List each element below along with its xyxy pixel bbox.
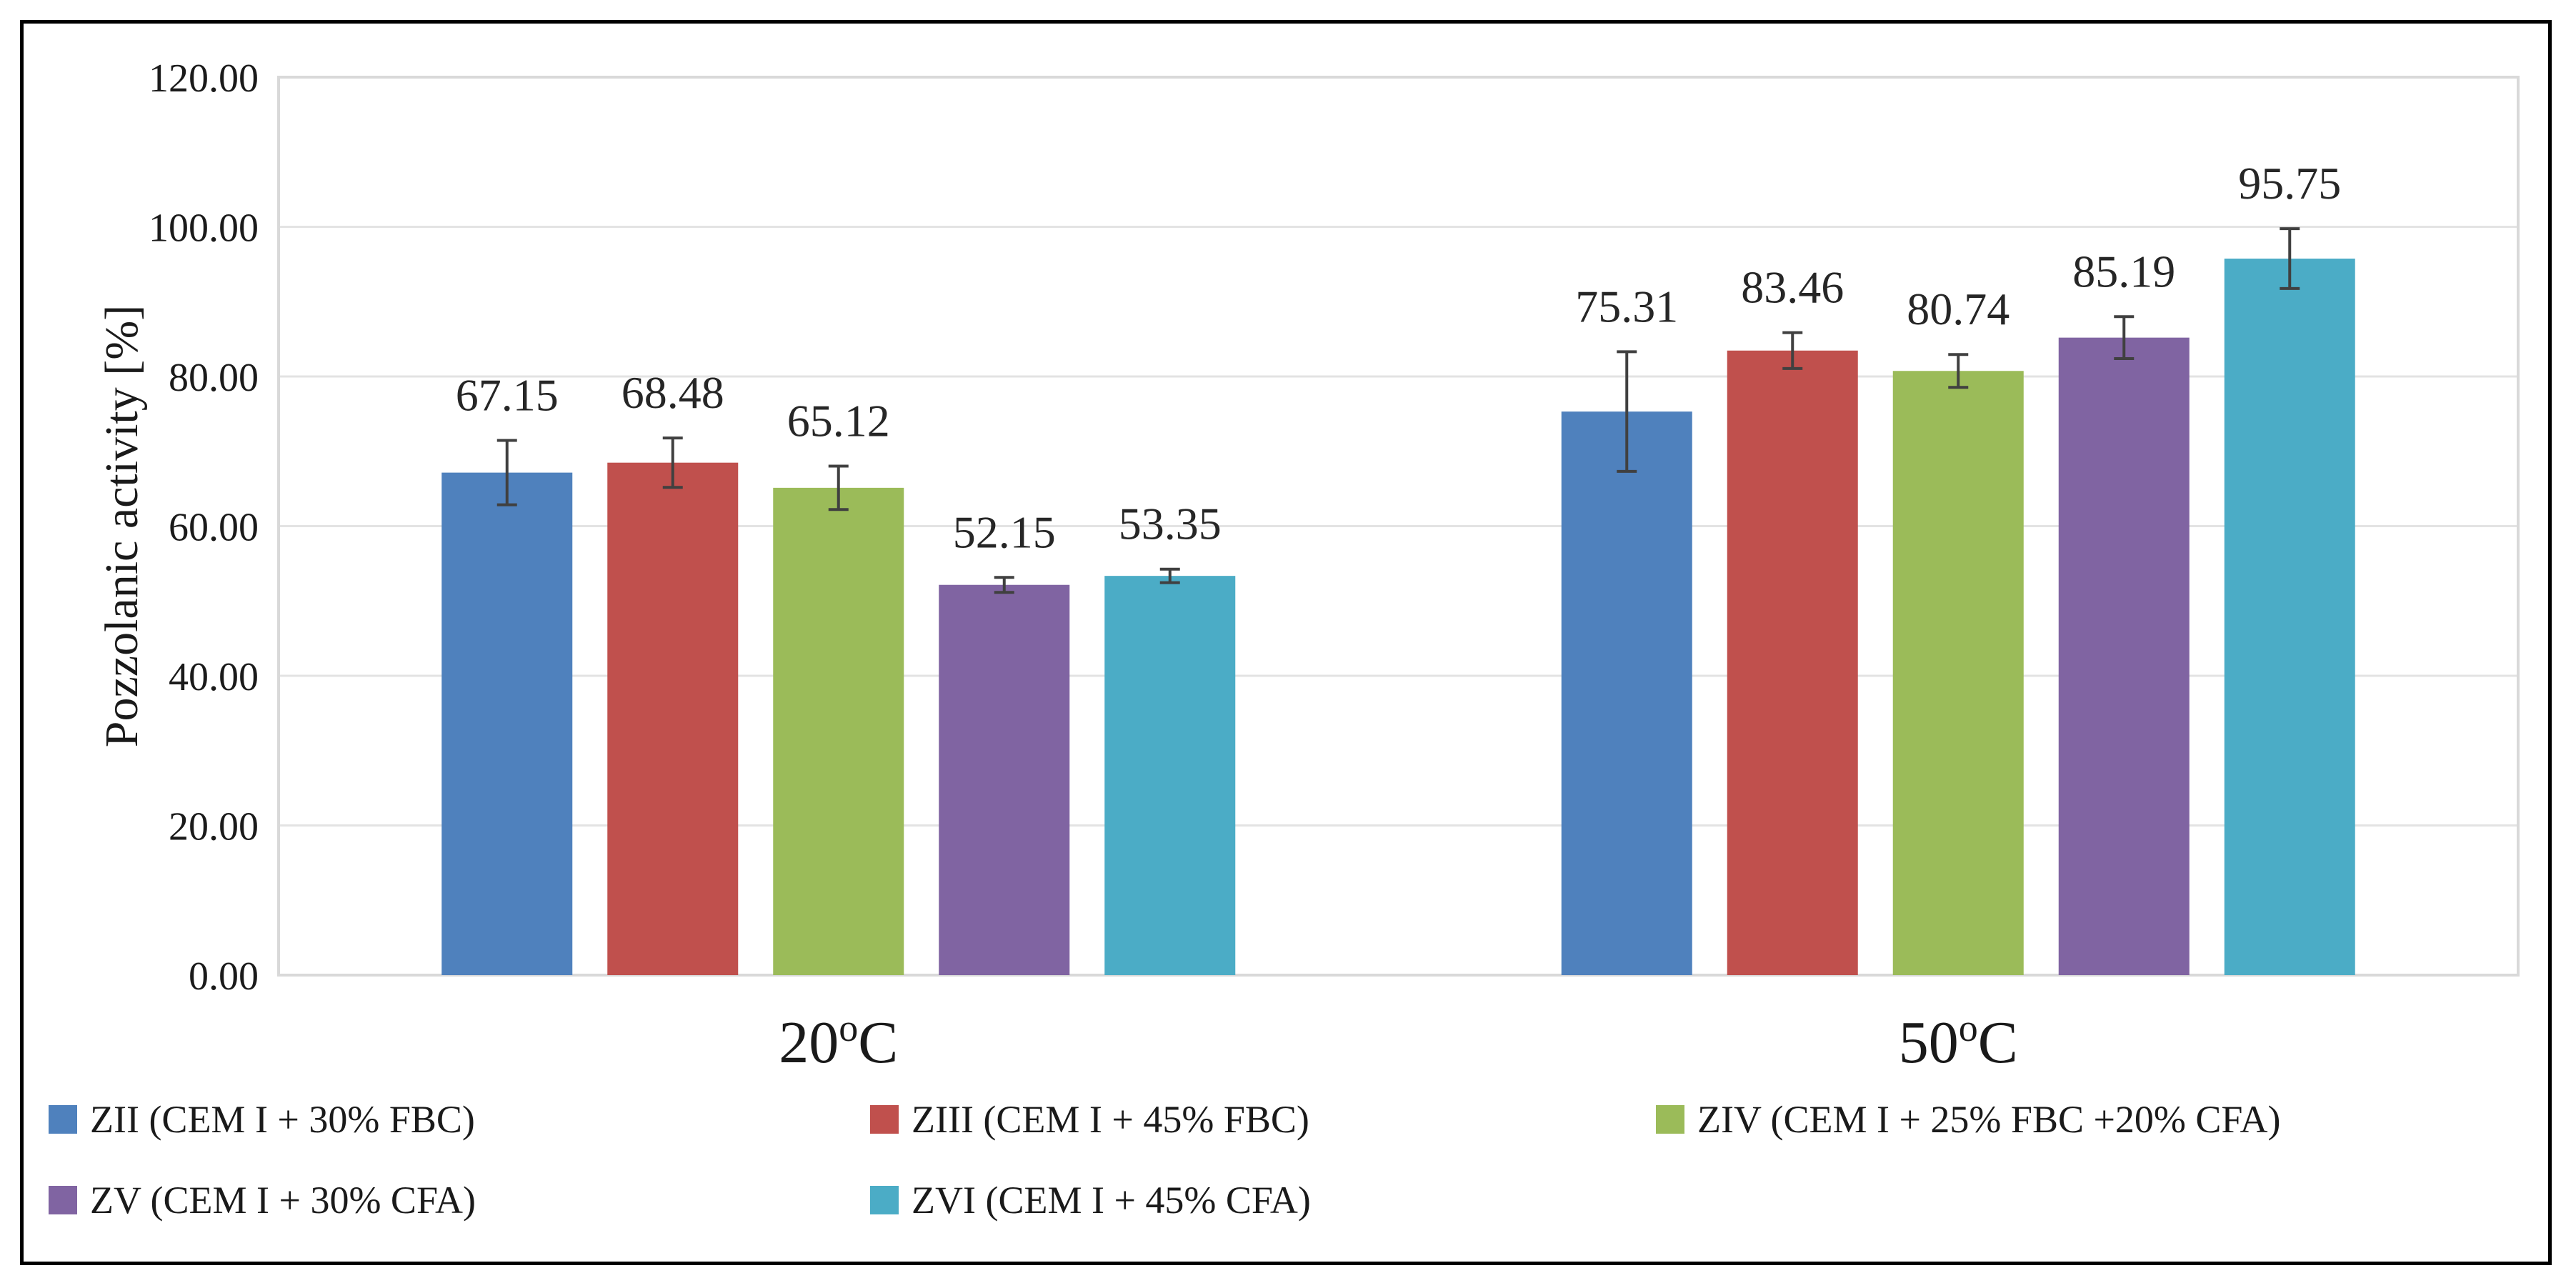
legend-item: ZII (CEM I + 30% FBC) xyxy=(49,1098,475,1141)
bar xyxy=(607,462,739,975)
plot-area-border xyxy=(277,76,2520,977)
data-label: 95.75 xyxy=(2238,158,2341,209)
error-bar xyxy=(662,436,683,489)
y-axis-ticks: 0.00 20.00 40.00 60.00 80.00 100.00 120.00 xyxy=(149,56,259,999)
legend-label: ZII (CEM I + 30% FBC) xyxy=(90,1098,475,1141)
figure-frame xyxy=(20,20,2552,1265)
error-bar xyxy=(994,576,1014,594)
category-label: 50oC xyxy=(1899,1007,2018,1076)
y-tick-label: 100.00 xyxy=(149,206,259,251)
data-label: 65.12 xyxy=(787,395,890,446)
legend-swatch xyxy=(870,1186,899,1214)
legend-label: ZVI (CEM I + 45% CFA) xyxy=(912,1179,1311,1222)
data-label: 83.46 xyxy=(1741,262,1844,313)
bar xyxy=(773,487,904,975)
data-label: 75.31 xyxy=(1575,281,1678,331)
bar xyxy=(939,584,1070,975)
data-labels: 67.15 68.48 65.12 52.15 53.35 75.31 83.46 80.74… xyxy=(456,158,2342,557)
legend: ZII (CEM I + 30% FBC) ZIII (CEM I + 45% F… xyxy=(49,1098,2280,1222)
error-bar xyxy=(828,464,849,511)
data-label: 67.15 xyxy=(456,370,559,421)
legend-swatch xyxy=(49,1105,77,1134)
legend-item: ZV (CEM I + 30% CFA) xyxy=(49,1179,476,1222)
legend-label: ZIII (CEM I + 45% FBC) xyxy=(912,1098,1309,1141)
y-axis-label: Pozzolanic activity [%] xyxy=(96,305,148,747)
data-label: 85.19 xyxy=(2072,246,2175,296)
bar xyxy=(1104,576,1236,975)
y-tick-label: 40.00 xyxy=(169,655,259,699)
y-tick-label: 0.00 xyxy=(189,954,259,999)
error-bar xyxy=(1617,350,1637,473)
error-bar xyxy=(1159,567,1180,584)
y-tick-label: 80.00 xyxy=(169,356,259,400)
category-label: 20oC xyxy=(779,1007,898,1076)
bar xyxy=(1727,350,1858,976)
bar xyxy=(1892,371,2024,975)
error-bar xyxy=(1948,353,1969,389)
bar xyxy=(2224,259,2355,975)
error-bar xyxy=(2280,227,2300,290)
legend-label: ZV (CEM I + 30% CFA) xyxy=(90,1179,476,1222)
error-bar xyxy=(496,439,517,506)
legend-swatch xyxy=(870,1105,899,1134)
category-labels: 20oC 50oC xyxy=(779,1007,2018,1076)
y-tick-label: 20.00 xyxy=(169,805,259,849)
error-bars xyxy=(496,227,2300,594)
error-bar xyxy=(2114,315,2135,360)
y-tick-label: 60.00 xyxy=(169,506,259,550)
y-tick-label: 120.00 xyxy=(149,56,259,101)
error-bar xyxy=(1782,331,1803,370)
bar xyxy=(1561,411,1692,975)
legend-swatch xyxy=(49,1186,77,1214)
legend-swatch xyxy=(1656,1105,1684,1134)
bar xyxy=(2058,337,2190,975)
data-label: 80.74 xyxy=(1907,284,2010,334)
bars xyxy=(441,259,2355,976)
data-label: 68.48 xyxy=(621,367,724,418)
data-label: 53.35 xyxy=(1119,499,1222,549)
legend-item: ZIII (CEM I + 45% FBC) xyxy=(870,1098,1309,1141)
legend-item: ZIV (CEM I + 25% FBC +20% CFA) xyxy=(1656,1098,2280,1141)
legend-item: ZVI (CEM I + 45% CFA) xyxy=(870,1179,1311,1222)
legend-label: ZIV (CEM I + 25% FBC +20% CFA) xyxy=(1697,1098,2280,1141)
data-label: 52.15 xyxy=(953,506,1056,557)
bar xyxy=(441,472,573,975)
